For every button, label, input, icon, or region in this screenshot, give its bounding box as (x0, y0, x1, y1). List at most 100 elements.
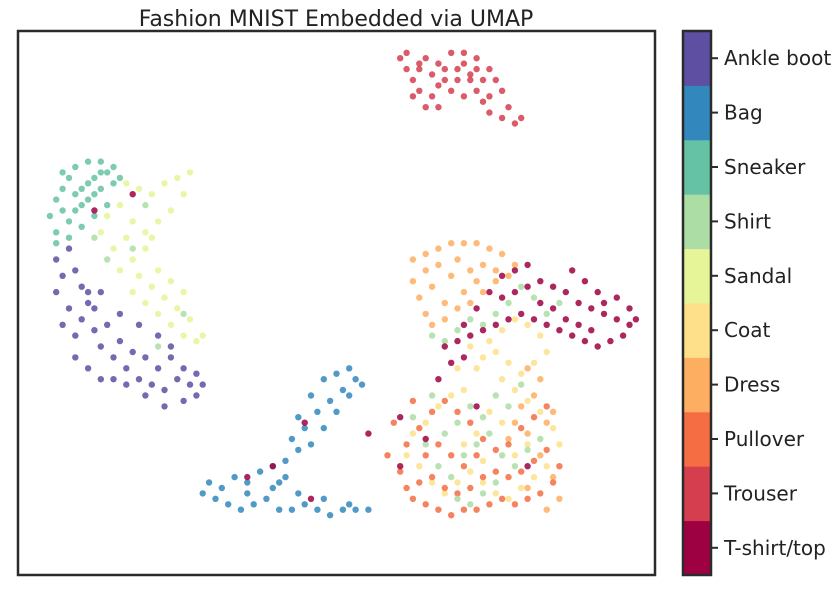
data-point (492, 278, 499, 285)
data-point (110, 245, 117, 252)
data-point (142, 299, 149, 307)
data-point (505, 403, 512, 410)
data-point (486, 245, 493, 252)
data-point (473, 240, 480, 247)
data-point (154, 310, 162, 318)
data-point (154, 218, 162, 225)
data-point (397, 468, 404, 475)
data-point (454, 490, 461, 497)
data-point (428, 93, 436, 100)
data-point (473, 55, 480, 62)
data-point (460, 49, 468, 56)
data-point (91, 234, 98, 241)
data-point (148, 191, 155, 198)
colorbar-swatch (683, 357, 711, 413)
data-point (448, 392, 455, 399)
data-point (269, 463, 276, 470)
data-point (435, 261, 442, 269)
data-point (326, 397, 334, 405)
data-point (428, 473, 436, 481)
data-point (511, 419, 519, 426)
data-point (84, 180, 92, 187)
data-point (416, 463, 423, 470)
series-shirt (91, 201, 563, 508)
data-point (467, 316, 474, 323)
data-point (486, 288, 493, 296)
data-point (537, 299, 544, 307)
colorbar-label: Trouser (723, 481, 798, 505)
data-point (97, 185, 105, 192)
data-point (454, 419, 461, 426)
data-point (498, 495, 506, 502)
data-point (562, 288, 569, 296)
data-point (72, 191, 79, 198)
data-point (581, 278, 589, 285)
data-point (142, 201, 149, 209)
data-point (288, 506, 296, 513)
data-point (428, 408, 436, 415)
data-point (154, 343, 162, 350)
data-point (422, 419, 429, 426)
data-point (116, 267, 124, 274)
data-point (511, 261, 519, 269)
data-point (409, 397, 417, 405)
data-point (505, 441, 512, 448)
colorbar-swatch (683, 303, 711, 358)
data-point (263, 495, 270, 502)
data-point (416, 424, 423, 432)
data-point (84, 288, 92, 296)
data-point (486, 65, 493, 73)
data-point (333, 408, 340, 415)
data-point (244, 490, 251, 497)
series-ankle-boot (53, 245, 206, 410)
data-point (422, 310, 429, 318)
data-point (569, 267, 576, 274)
data-point (498, 327, 506, 334)
data-point (422, 267, 429, 274)
data-point (282, 473, 289, 481)
data-point (65, 234, 73, 241)
data-point (600, 310, 608, 318)
data-point (518, 370, 525, 377)
data-point (505, 473, 512, 481)
data-point (301, 419, 308, 426)
data-point (148, 234, 155, 241)
series-dress (409, 240, 563, 513)
data-point (59, 207, 66, 214)
data-point (205, 479, 213, 486)
data-point (524, 463, 531, 470)
data-point (422, 435, 429, 443)
data-point (441, 490, 448, 497)
data-point (123, 180, 130, 187)
data-point (416, 479, 423, 486)
data-point (479, 490, 487, 497)
data-point (454, 365, 461, 372)
data-point (422, 250, 429, 258)
data-point (486, 430, 493, 437)
data-point (594, 343, 601, 350)
data-point (492, 321, 499, 328)
data-point (110, 163, 117, 171)
data-point (142, 245, 149, 252)
data-point (473, 441, 480, 448)
data-point (174, 376, 181, 383)
data-point (467, 267, 474, 274)
data-point (588, 327, 595, 334)
scatter-points (46, 49, 640, 519)
data-point (467, 76, 474, 84)
series-bag (199, 365, 372, 519)
data-point (530, 392, 538, 399)
data-point (110, 376, 117, 383)
data-point (524, 365, 531, 372)
data-point (91, 174, 98, 182)
data-point (97, 376, 105, 383)
data-point (454, 479, 461, 486)
data-point (135, 376, 143, 383)
data-point (460, 240, 468, 247)
data-point (518, 114, 525, 122)
data-point (460, 93, 468, 100)
data-point (174, 305, 181, 312)
data-point (428, 71, 436, 78)
data-point (110, 180, 117, 187)
data-point (473, 305, 480, 312)
